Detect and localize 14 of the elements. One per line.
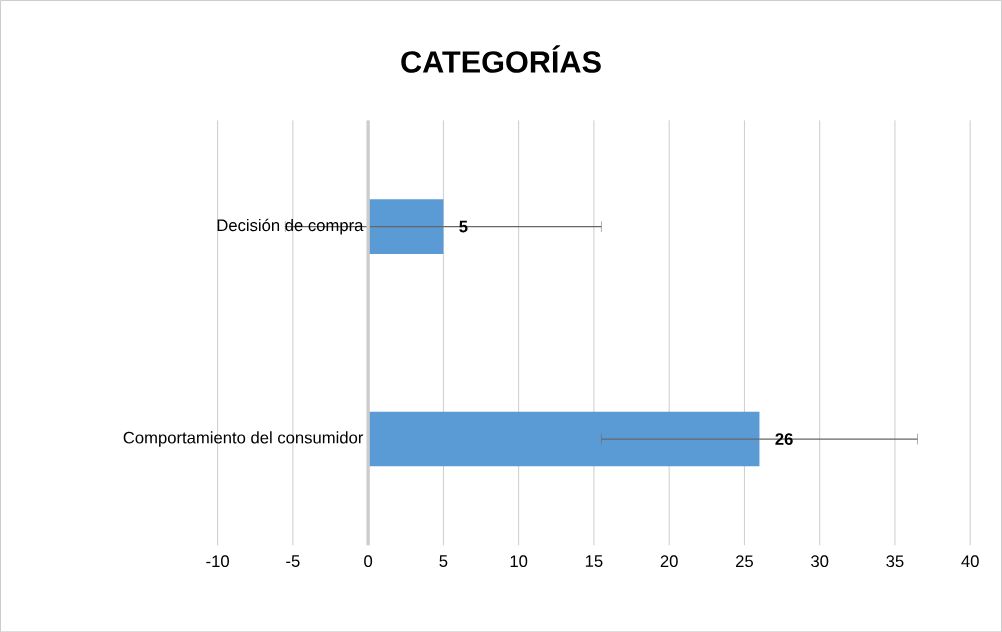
x-tick-label: -5 — [286, 555, 300, 567]
x-tick-label: 25 — [736, 555, 753, 567]
x-tick-label: -10 — [206, 555, 229, 567]
data-label: 26 — [775, 433, 793, 445]
x-tick-label: 35 — [886, 555, 904, 567]
x-tick-label: 15 — [585, 555, 603, 567]
x-tick-label: 30 — [811, 555, 829, 567]
x-tick-label: 10 — [510, 555, 528, 567]
chart-title: CATEGORÍAS — [401, 45, 601, 73]
x-tick-label: 5 — [439, 555, 448, 567]
y-tick-label: Comportamiento del consumidor — [123, 431, 364, 447]
x-tick-label: 20 — [660, 555, 678, 567]
x-tick-label: 40 — [961, 555, 979, 567]
x-tick-label: 0 — [364, 555, 373, 567]
